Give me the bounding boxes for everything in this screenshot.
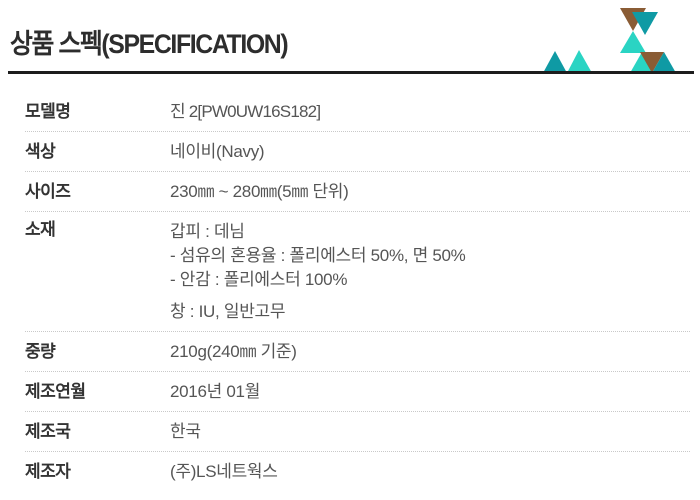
triangle-decoration-icon xyxy=(543,8,676,73)
row-label: 제조자 xyxy=(25,462,71,481)
row-value: (주)LS네트웍스 xyxy=(170,462,278,481)
table-row-size: 사이즈 230㎜ ~ 280㎜(5㎜ 단위) xyxy=(25,172,690,212)
row-label: 제조연월 xyxy=(25,382,86,401)
material-line: - 섬유의 혼용율 : 폴리에스터 50%, 면 50% xyxy=(170,246,466,265)
table-row-manufacture-date: 제조연월 2016년 01월 xyxy=(25,372,690,412)
header: 상품 스펙(SPECIFICATION) xyxy=(0,0,700,74)
row-value: 한국 xyxy=(170,422,201,441)
table-row-color: 색상 네이비(Navy) xyxy=(25,132,690,172)
row-value: 진 2[PW0UW16S182] xyxy=(170,102,321,121)
row-label: 사이즈 xyxy=(25,182,71,201)
table-row-model: 모델명 진 2[PW0UW16S182] xyxy=(25,92,690,132)
material-line: - 안감 : 폴리에스터 100% xyxy=(170,270,348,289)
row-label: 제조국 xyxy=(25,422,71,441)
row-value: 210g(240㎜ 기준) xyxy=(170,342,297,361)
table-row-material: 소재 갑피 : 데님 - 섬유의 혼용율 : 폴리에스터 50%, 면 50% … xyxy=(25,212,690,332)
table-row-maker: 제조자 (주)LS네트웍스 xyxy=(25,452,690,491)
row-label: 소재 xyxy=(25,220,56,239)
header-divider xyxy=(8,71,694,74)
table-row-country: 제조국 한국 xyxy=(25,412,690,452)
row-label: 색상 xyxy=(25,142,56,161)
row-value: 갑피 : 데님 - 섬유의 혼용율 : 폴리에스터 50%, 면 50% - 안… xyxy=(170,220,466,321)
page-title: 상품 스펙(SPECIFICATION) xyxy=(10,29,289,59)
table-row-weight: 중량 210g(240㎜ 기준) xyxy=(25,332,690,372)
row-label: 중량 xyxy=(25,342,56,361)
spec-table: 모델명 진 2[PW0UW16S182] 색상 네이비(Navy) 사이즈 23… xyxy=(25,92,690,491)
row-label: 모델명 xyxy=(25,102,71,121)
material-sole-line: 창 : IU, 일반고무 xyxy=(170,302,286,321)
row-value: 2016년 01월 xyxy=(170,382,261,401)
row-value: 네이비(Navy) xyxy=(170,142,265,161)
material-line: 갑피 : 데님 xyxy=(170,222,245,241)
row-value: 230㎜ ~ 280㎜(5㎜ 단위) xyxy=(170,182,349,201)
